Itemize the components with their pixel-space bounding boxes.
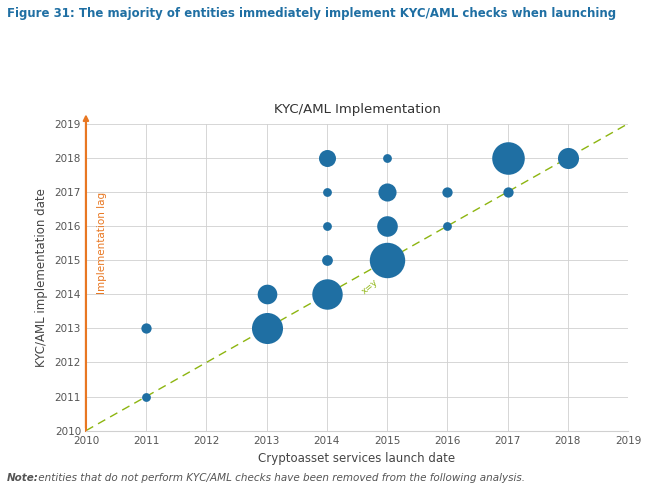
Y-axis label: KYC/AML implementation date: KYC/AML implementation date — [35, 188, 48, 367]
Point — [321, 290, 332, 298]
Point — [563, 154, 573, 162]
Title: KYC/AML Implementation: KYC/AML Implementation — [274, 102, 440, 116]
Point — [261, 290, 272, 298]
Point — [141, 324, 151, 332]
Text: Implementation lag: Implementation lag — [97, 192, 107, 294]
Text: x=y: x=y — [360, 278, 379, 296]
Point — [261, 324, 272, 332]
Point — [442, 188, 453, 196]
Point — [382, 188, 393, 196]
Point — [382, 222, 393, 230]
Point — [321, 188, 332, 196]
Point — [442, 222, 453, 230]
Point — [141, 393, 151, 400]
Text: Note:: Note: — [7, 473, 38, 483]
Text: entities that do not perform KYC/AML checks have been removed from the following: entities that do not perform KYC/AML che… — [35, 473, 525, 483]
Point — [321, 222, 332, 230]
Point — [382, 256, 393, 264]
X-axis label: Cryptoasset services launch date: Cryptoasset services launch date — [258, 452, 455, 465]
Point — [502, 188, 513, 196]
Point — [321, 256, 332, 264]
Text: Figure 31: The majority of entities immediately implement KYC/AML checks when la: Figure 31: The majority of entities imme… — [7, 7, 616, 20]
Point — [502, 154, 513, 162]
Point — [382, 154, 393, 162]
Point — [321, 154, 332, 162]
